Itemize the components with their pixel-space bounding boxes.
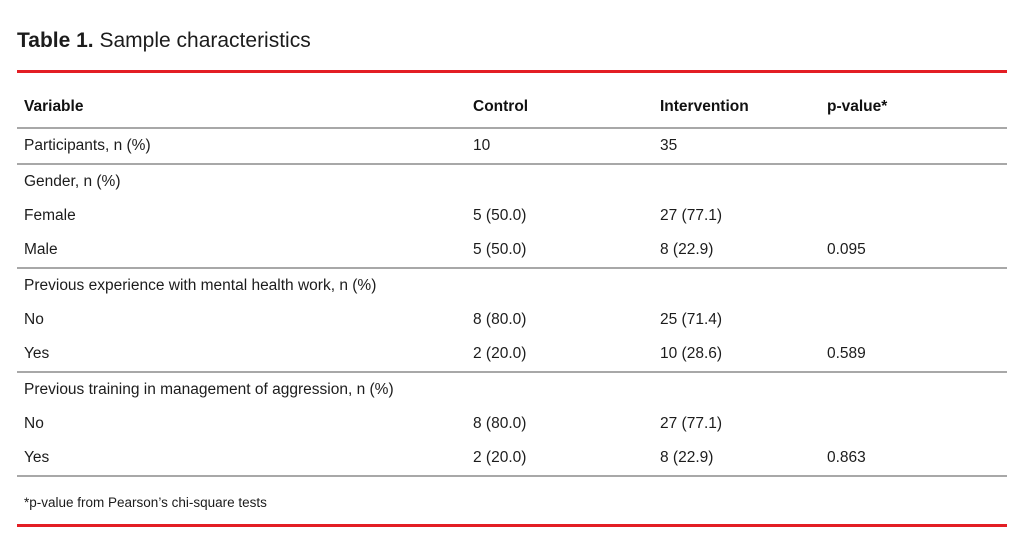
table-container: Table 1. Sample characteristics Variable… [0, 28, 1024, 527]
control-cell: 2 (20.0) [473, 449, 527, 466]
control-cell: 8 (80.0) [473, 415, 527, 432]
control-cell: 5 (50.0) [473, 241, 527, 258]
top-red-rule [17, 70, 1007, 73]
p-value-cell: 0.095 [827, 241, 866, 258]
section-header-cell: Gender, n (%) [24, 173, 121, 190]
section-header-cell: Previous training in management of aggre… [24, 381, 394, 398]
table-header: Variable Control Intervention p-value* [17, 73, 1007, 129]
control-cell: 8 (80.0) [473, 311, 527, 328]
sample-characteristics-table: Variable Control Intervention p-value* P… [17, 73, 1007, 477]
section-previous-experience: Previous experience with mental health w… [17, 268, 1007, 372]
intervention-cell: 10 (28.6) [660, 345, 723, 362]
table-footnote: *p-value from Pearson’s chi-square tests [24, 495, 267, 510]
table-row: No 8 (80.0) 27 (77.1) [17, 407, 1007, 441]
section-header-cell: Previous experience with mental health w… [24, 277, 377, 294]
p-value-cell [827, 303, 1007, 337]
column-header-p-value: p-value* [827, 73, 1007, 129]
p-value-cell: 0.863 [827, 449, 866, 466]
table-title-text: Sample characteristics [99, 29, 311, 52]
table-row: Participants, n (%) 10 35 [17, 128, 1007, 164]
intervention-cell: 27 (77.1) [660, 415, 723, 432]
intervention-cell: 8 (22.9) [660, 241, 714, 258]
table-row: Male 5 (50.0) 8 (22.9) 0.095 [17, 233, 1007, 268]
control-cell: 2 (20.0) [473, 345, 527, 362]
p-value-cell: 0.589 [827, 345, 866, 362]
table-row: Yes 2 (20.0) 8 (22.9) 0.863 [17, 441, 1007, 476]
variable-cell: Participants, n (%) [24, 137, 151, 154]
section-previous-training: Previous training in management of aggre… [17, 372, 1007, 476]
control-cell: 10 [473, 137, 491, 154]
section-header-row: Previous experience with mental health w… [17, 268, 1007, 303]
p-value-cell [827, 407, 1007, 441]
variable-cell: No [24, 311, 44, 328]
intervention-cell: 25 (71.4) [660, 311, 723, 328]
variable-cell: Male [24, 241, 58, 258]
control-cell: 5 (50.0) [473, 207, 527, 224]
column-header-variable: Variable [17, 73, 473, 129]
p-value-cell [827, 199, 1007, 233]
variable-cell: Yes [24, 449, 50, 466]
column-header-control: Control [473, 73, 660, 129]
section-header-row: Previous training in management of aggre… [17, 372, 1007, 407]
p-value-cell [827, 128, 1007, 164]
table-row: Female 5 (50.0) 27 (77.1) [17, 199, 1007, 233]
intervention-cell: 35 [660, 137, 678, 154]
table-number-label: Table 1. [17, 29, 94, 52]
section-header-row: Gender, n (%) [17, 164, 1007, 199]
header-row: Variable Control Intervention p-value* [17, 73, 1007, 129]
page-title: Table 1. Sample characteristics [17, 28, 1007, 54]
intervention-cell: 27 (77.1) [660, 207, 723, 224]
variable-cell: Yes [24, 345, 50, 362]
bottom-red-rule [17, 524, 1007, 527]
section-participants: Participants, n (%) 10 35 [17, 128, 1007, 164]
variable-cell: No [24, 415, 44, 432]
variable-cell: Female [24, 207, 76, 224]
column-header-intervention: Intervention [660, 73, 827, 129]
table-row: Yes 2 (20.0) 10 (28.6) 0.589 [17, 337, 1007, 372]
intervention-cell: 8 (22.9) [660, 449, 714, 466]
section-gender: Gender, n (%) Female 5 (50.0) 27 (77.1) … [17, 164, 1007, 268]
table-row: No 8 (80.0) 25 (71.4) [17, 303, 1007, 337]
